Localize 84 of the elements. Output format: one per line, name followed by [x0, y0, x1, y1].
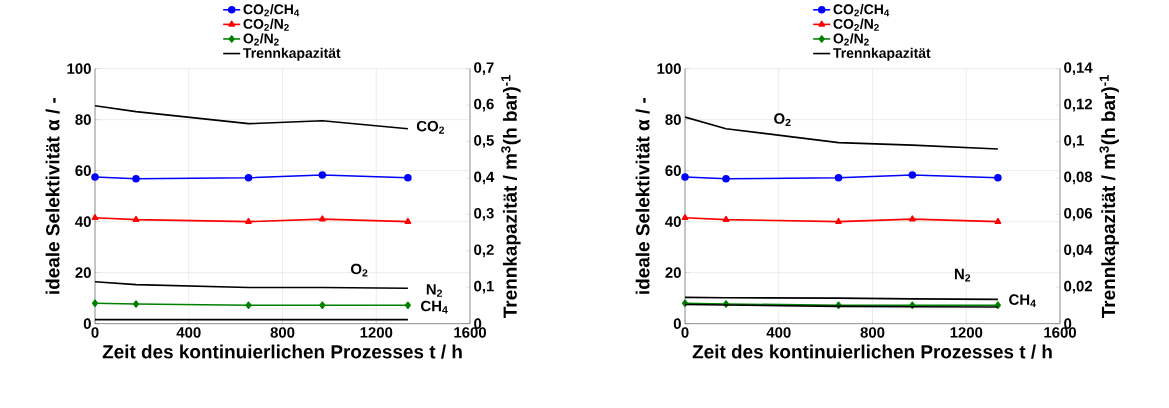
y2-tick-label: 0,4: [474, 171, 495, 185]
x-tick-label: 1600: [1044, 327, 1077, 338]
x-tick-label: 400: [766, 327, 791, 338]
legend-label: CO$_{2}$/N$_{2}$: [243, 18, 289, 31]
y-tick-label: 80: [665, 114, 681, 126]
point: [404, 174, 412, 182]
y2-tick-label: 0,02: [1064, 281, 1093, 294]
y-tick-label: 0: [83, 318, 91, 330]
legend-label: CO$_{2}$/CH$_{4}$: [243, 4, 300, 17]
point: [245, 218, 252, 225]
x-tick-label: 1600: [454, 327, 486, 338]
annotation: N$_{2}$: [426, 284, 443, 297]
point: [318, 215, 326, 222]
y-axis-title: ideale Selektivität α / -: [635, 98, 650, 294]
y2-tick-label: 0: [1064, 318, 1072, 330]
point: [908, 171, 917, 179]
x-tick-label: 0: [91, 327, 99, 338]
point: [244, 174, 253, 182]
point: [91, 173, 99, 181]
y-tick-label: 60: [75, 165, 91, 177]
y-tick-label: 100: [657, 63, 681, 75]
y2-tick-label: 0,3: [474, 208, 494, 221]
x-tick-label: 800: [270, 327, 295, 338]
y-tick-label: 0: [673, 318, 681, 330]
y2-tick-label: 0,7: [474, 62, 494, 76]
point: [319, 301, 326, 310]
point: [834, 174, 843, 182]
annotation: CH$_{4}$: [1009, 294, 1036, 308]
y2-axis-title: Trennkapazität / m$^{3}$(h bar)$^{-1}$: [501, 75, 521, 319]
point: [404, 301, 411, 310]
point: [91, 299, 99, 308]
point: [132, 215, 140, 223]
y-tick-label: 100: [67, 63, 91, 75]
annotation: CO$_{2}$: [416, 121, 445, 134]
y2-tick-label: 0,14: [1064, 62, 1093, 76]
x-tick-label: 400: [176, 327, 201, 338]
y2-tick-label: 0,2: [474, 244, 494, 258]
point: [835, 218, 842, 225]
y2-tick-label: 0,08: [1064, 171, 1093, 185]
y2-tick-label: 0,6: [474, 98, 494, 112]
annotation: CH$_{4}$: [421, 300, 448, 314]
point: [908, 215, 916, 222]
y-tick-label: 40: [75, 216, 91, 228]
y2-tick-label: 0,06: [1064, 208, 1093, 221]
y-tick-label: 60: [665, 165, 681, 177]
y2-tick-label: 0: [474, 318, 482, 330]
legend-label: CO$_{2}$/CH$_{4}$: [833, 4, 890, 17]
point: [681, 214, 689, 221]
y2-tick-label: 0,12: [1064, 98, 1093, 112]
point: [132, 300, 140, 308]
x-axis-title: Zeit des kontinuierlichen Prozesses t / h: [102, 344, 462, 359]
y2-tick-label: 0,1: [474, 281, 494, 294]
point: [722, 215, 730, 223]
y-tick-label: 20: [75, 267, 91, 279]
point: [681, 173, 689, 181]
x-tick-label: 800: [860, 327, 885, 338]
y2-tick-label: 0,1: [1064, 135, 1084, 149]
y2-tick-label: 0,5: [474, 135, 494, 149]
point: [91, 214, 99, 221]
y-tick-label: 20: [665, 267, 681, 279]
legend-label: O$_{2}$/N$_{2}$: [243, 33, 279, 46]
x-tick-label: 1200: [950, 327, 983, 338]
annotation: O$_{2}$: [774, 113, 791, 127]
y2-tick-label: 0,04: [1064, 244, 1093, 258]
legend-label: O$_{2}$/N$_{2}$: [833, 33, 869, 46]
x-axis-title: Zeit des kontinuierlichen Prozesses t / h: [692, 344, 1052, 359]
annotation: N$_{2}$: [954, 269, 971, 282]
point: [404, 218, 412, 225]
point: [245, 301, 252, 310]
point: [994, 174, 1002, 182]
y2-axis-title: Trennkapazität / m$^{3}$(h bar)$^{-1}$: [1099, 75, 1119, 319]
legend-label: Trennkapazität: [833, 47, 931, 61]
y-axis-title: ideale Selektivität α / -: [45, 98, 60, 294]
x-tick-label: 1200: [360, 327, 393, 338]
y-tick-label: 40: [665, 216, 681, 228]
y-tick-label: 80: [75, 114, 91, 126]
x-tick-label: 0: [681, 327, 689, 338]
legend-label: CO$_{2}$/N$_{2}$: [833, 18, 879, 31]
point: [132, 175, 140, 183]
point: [318, 171, 327, 179]
point: [722, 175, 730, 183]
annotation: O$_{2}$: [351, 263, 368, 277]
point: [994, 218, 1002, 225]
legend-label: Trennkapazität: [243, 47, 341, 61]
